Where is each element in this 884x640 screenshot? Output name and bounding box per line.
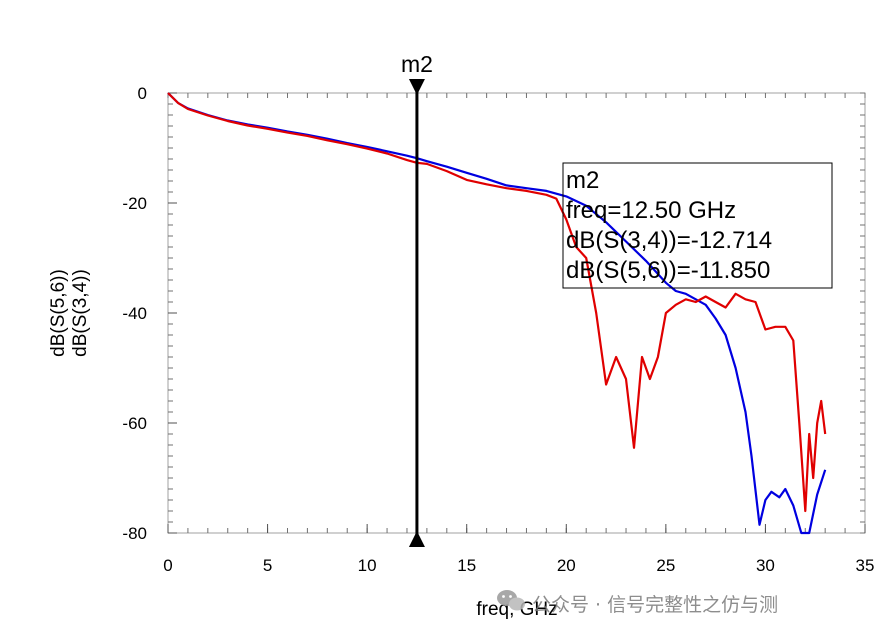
marker-readout-line: freq=12.50 GHz — [566, 197, 736, 224]
x-axis-ticks: 0 5 10 15 20 25 30 35 — [163, 524, 874, 575]
y-tick-label: -40 — [122, 304, 147, 323]
x-tick-label: 35 — [856, 556, 875, 575]
marker-readout-box — [562, 162, 833, 289]
y-axis-legend: dB(S(5,6)) dB(S(3,4)) — [48, 269, 91, 357]
x-tick-label: 10 — [358, 556, 377, 575]
marker-bottom-triangle[interactable] — [408, 531, 425, 547]
minor-ticks — [167, 92, 866, 534]
marker-top-triangle[interactable] — [408, 79, 425, 95]
series-layer — [167, 92, 827, 535]
x-tick-label: 15 — [457, 556, 476, 575]
watermark: 公众号 · 信号完整性之仿与测 — [497, 590, 778, 616]
y-axis-series-label: dB(S(3,4)) — [70, 269, 91, 357]
marker-readout-line: dB(S(3,4))=-12.714 — [566, 227, 772, 254]
x-tick-label: 30 — [756, 556, 775, 575]
marker-readout-line: dB(S(5,6))=-11.850 — [566, 257, 770, 284]
marker-layer: m2 m2 freq=12.50 GHz dB(S(3,4))=-12.714 dB(S… — [401, 51, 833, 547]
y-axis-ticks: 0 -20 -40 -60 -80 — [122, 84, 177, 543]
x-tick-label: 0 — [163, 556, 172, 575]
marker-readout-line: m2 — [566, 167, 599, 194]
y-tick-label: -80 — [122, 524, 147, 543]
x-tick-label: 25 — [656, 556, 675, 575]
wechat-icon — [497, 590, 525, 611]
marker-label: m2 — [401, 51, 433, 77]
y-axis-series-label: dB(S(5,6)) — [48, 269, 69, 357]
x-tick-label: 20 — [557, 556, 576, 575]
series-line — [167, 92, 827, 513]
series-line — [167, 92, 827, 535]
y-tick-label: -60 — [122, 414, 147, 433]
x-tick-label: 5 — [263, 556, 272, 575]
watermark-text: 公众号 · 信号完整性之仿与测 — [532, 594, 778, 616]
y-tick-label: 0 — [138, 84, 147, 103]
marker-readout: m2 freq=12.50 GHz dB(S(3,4))=-12.714 dB(S(5… — [562, 162, 833, 289]
y-tick-label: -20 — [122, 194, 147, 213]
